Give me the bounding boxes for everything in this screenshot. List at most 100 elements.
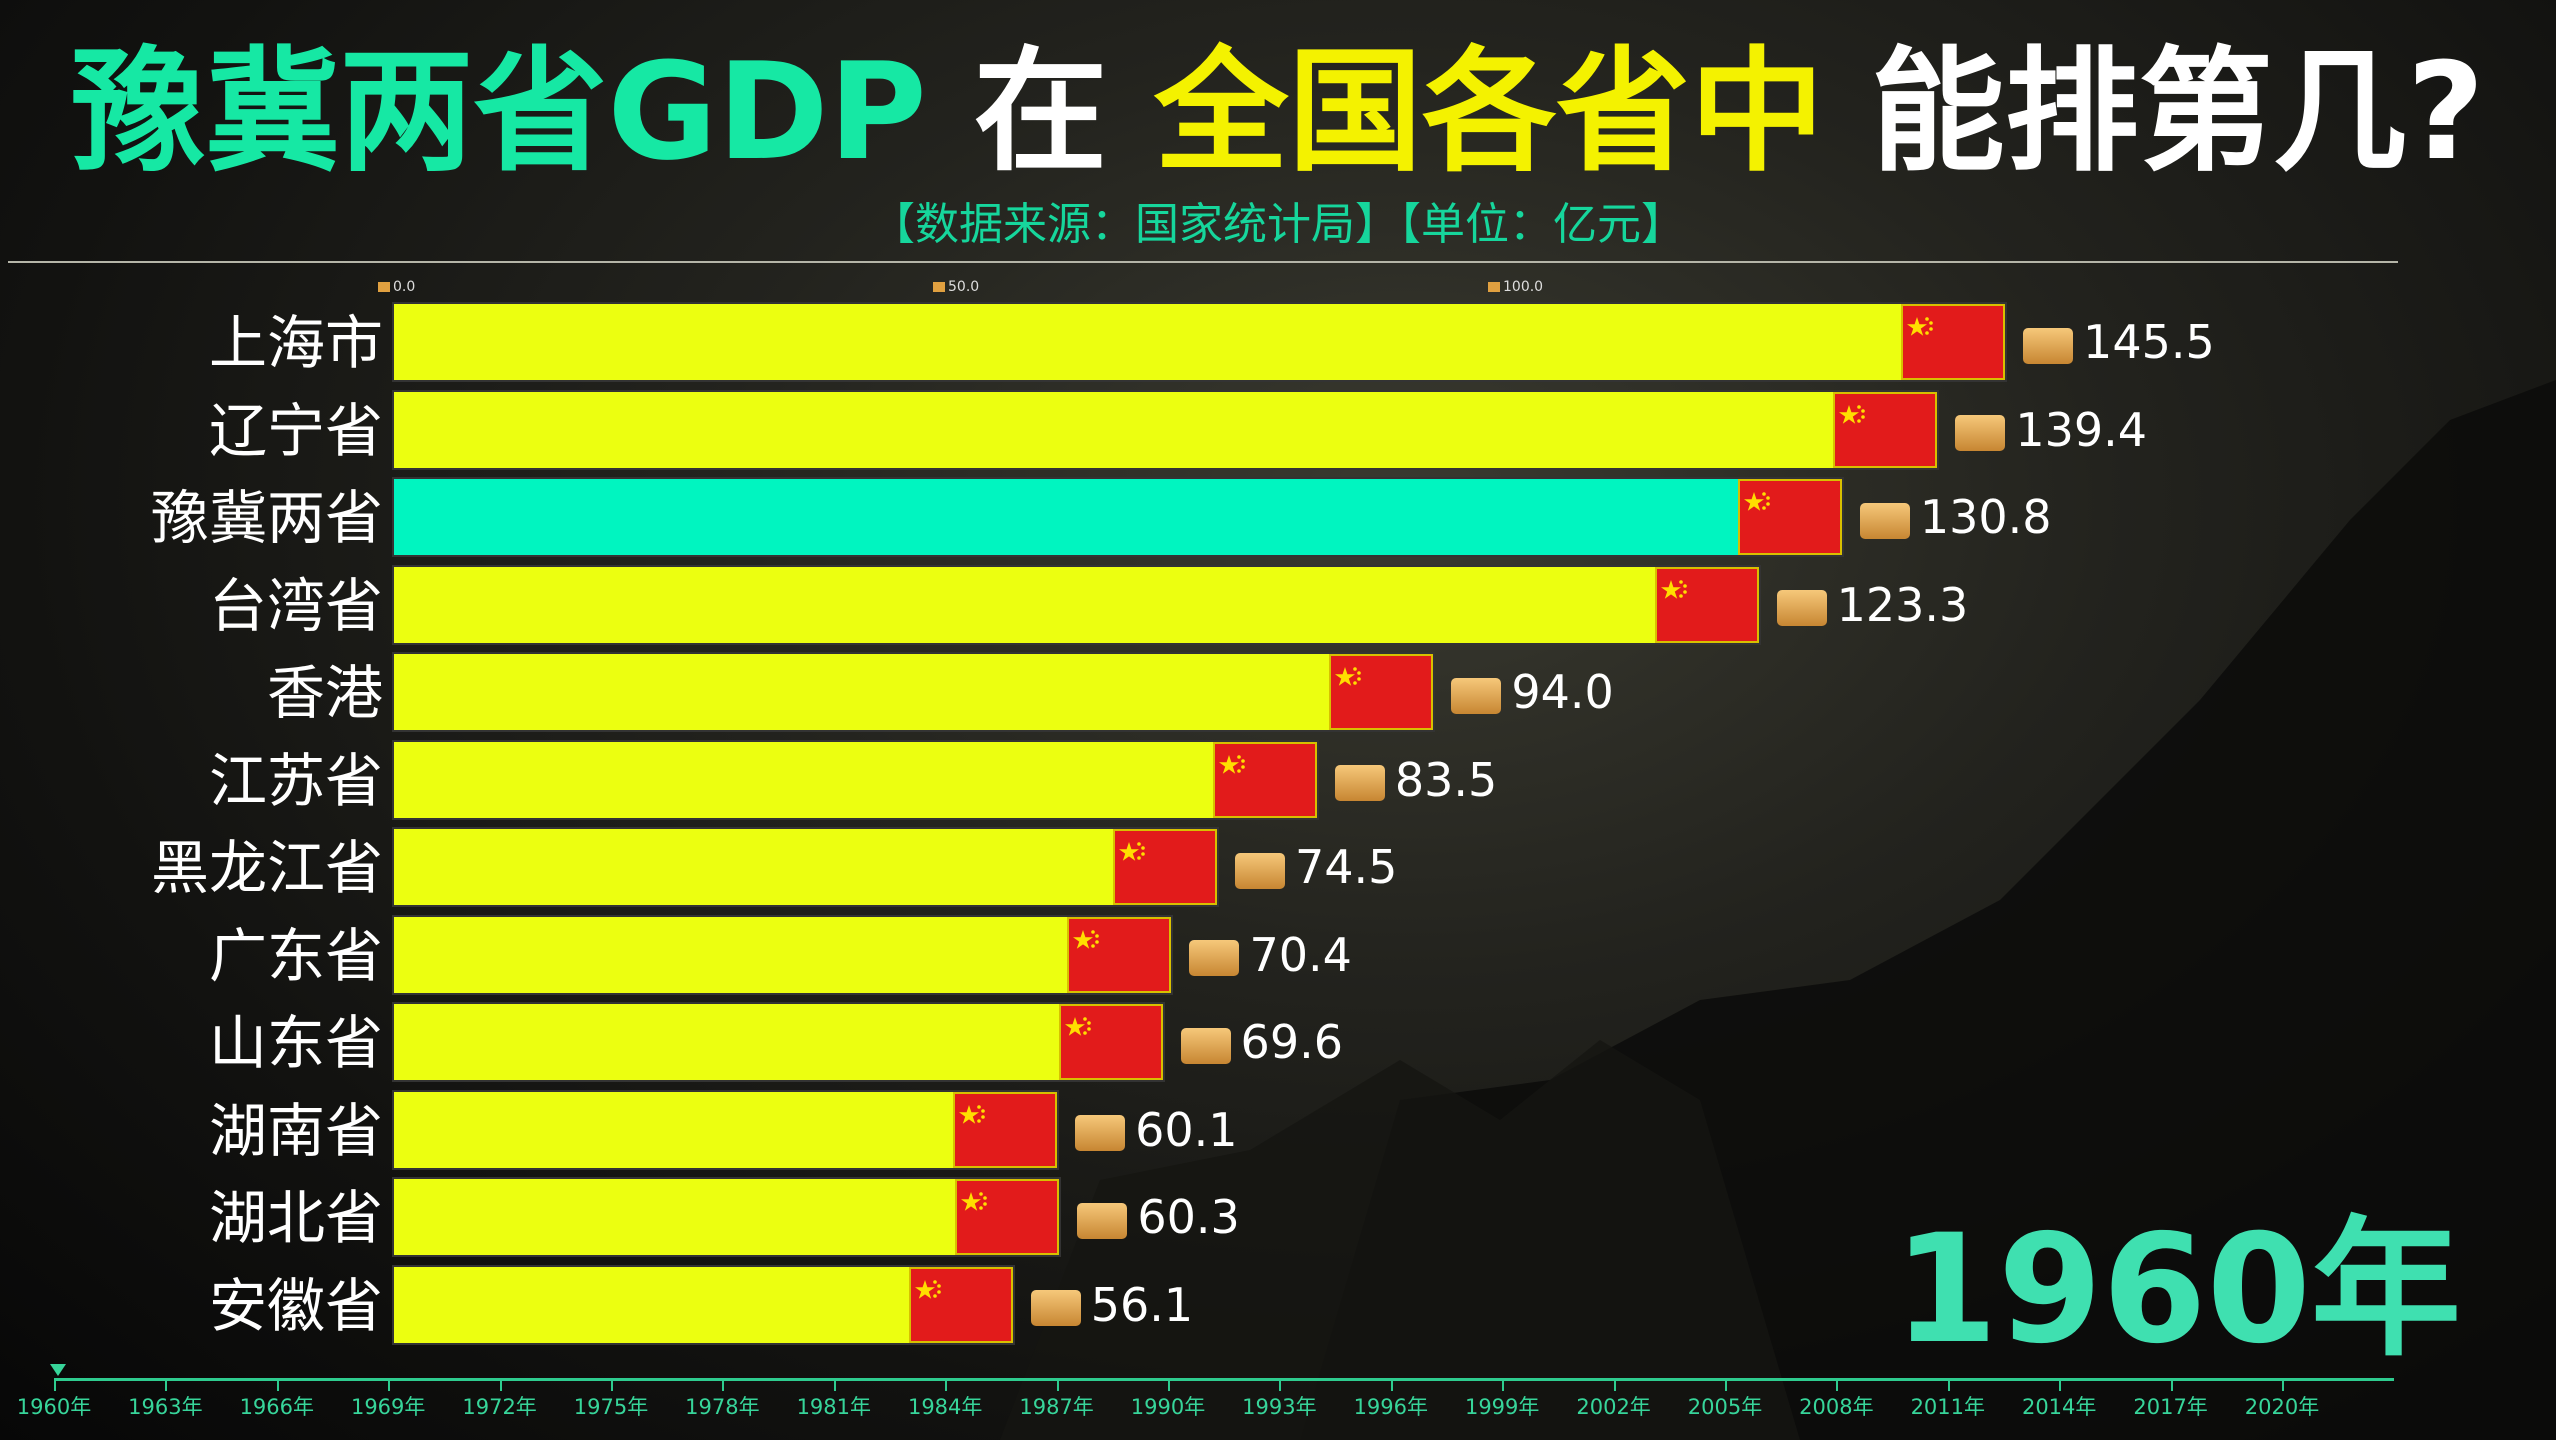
category-label: 广东省 xyxy=(208,921,383,990)
money-icon xyxy=(378,282,390,292)
tick-text: 0.0 xyxy=(393,279,416,295)
value-label: 56.1 xyxy=(1030,1265,1193,1345)
timeline-tick xyxy=(945,1381,948,1391)
timeline-year-label[interactable]: 2020年 xyxy=(2244,1395,2320,1419)
timeline-tick xyxy=(1056,1381,1059,1391)
bar xyxy=(392,564,1761,645)
timeline-tick xyxy=(499,1381,502,1391)
category-label: 江苏省 xyxy=(208,746,383,815)
china-flag-icon xyxy=(1833,391,1938,468)
timeline-year-label[interactable]: 2014年 xyxy=(2021,1395,2097,1419)
bar-row: 江苏省 83.5 xyxy=(0,739,2556,822)
timeline-tick xyxy=(833,1381,836,1391)
chart-title: 豫冀两省GDP 在 全国各省中 能排第几? xyxy=(0,38,2556,186)
money-icon xyxy=(1077,1202,1128,1239)
timeline-year-label[interactable]: 2008年 xyxy=(1799,1395,1874,1419)
money-icon xyxy=(1451,677,1502,714)
value-label: 69.6 xyxy=(1180,1002,1343,1082)
bar xyxy=(392,1089,1060,1170)
value-label: 139.4 xyxy=(1955,390,2147,470)
timeline-year-label[interactable]: 1981年 xyxy=(796,1395,872,1419)
timeline-year-label[interactable]: 2005年 xyxy=(1687,1395,1763,1419)
timeline-tick xyxy=(388,1381,391,1391)
value-text: 94.0 xyxy=(1511,665,1614,719)
value-text: 74.5 xyxy=(1294,840,1398,894)
bar-row: 豫冀两省 130.8 xyxy=(0,477,2556,559)
title-part: 豫冀两省GDP xyxy=(71,34,927,190)
category-label: 湖南省 xyxy=(208,1096,383,1165)
timeline-cursor[interactable] xyxy=(50,1364,66,1376)
timeline-tick xyxy=(1390,1381,1393,1391)
timeline-tick xyxy=(1279,1381,1282,1391)
timeline-year-label[interactable]: 1990年 xyxy=(1130,1395,1206,1419)
money-icon xyxy=(1189,940,1240,976)
bar-row: 安徽省 56.1 xyxy=(0,1264,2556,1347)
category-label: 豫冀两省 xyxy=(150,484,383,552)
timeline-tick xyxy=(2059,1381,2062,1391)
bar xyxy=(392,1177,1062,1257)
divider xyxy=(8,261,2398,263)
money-icon xyxy=(2023,327,2074,364)
china-flag-icon xyxy=(1737,479,1842,555)
bar xyxy=(392,389,1940,470)
money-icon xyxy=(1030,1290,1081,1326)
timeline-year-label[interactable]: 1966年 xyxy=(239,1395,315,1419)
timeline-year-label[interactable]: 1972年 xyxy=(462,1395,537,1419)
timeline-year-label[interactable]: 2017年 xyxy=(2133,1395,2208,1419)
bar xyxy=(392,1264,1015,1345)
timeline-tick xyxy=(2282,1381,2284,1391)
value-label: 83.5 xyxy=(1334,740,1498,820)
bar-row: 黑龙江省 74.5 xyxy=(0,827,2556,909)
value-label: 70.4 xyxy=(1189,915,1352,995)
bar-row: 湖南省 60.1 xyxy=(0,1089,2556,1172)
money-icon xyxy=(1859,502,1910,539)
money-icon xyxy=(1776,590,1827,626)
timeline-year-label[interactable]: 1996年 xyxy=(1353,1395,1429,1419)
china-flag-icon xyxy=(1067,916,1172,993)
bar-row: 湖北省 60.3 xyxy=(0,1177,2556,1259)
x-tick-label: 100.0 xyxy=(1488,278,1543,296)
timeline-tick xyxy=(54,1381,56,1391)
timeline-year-label[interactable]: 1963年 xyxy=(128,1395,203,1419)
bar-row: 辽宁省 139.4 xyxy=(0,389,2556,472)
bar xyxy=(392,302,2008,382)
china-flag-icon xyxy=(908,1266,1013,1343)
timeline-year-label[interactable]: 2002年 xyxy=(1576,1395,1651,1419)
china-flag-icon xyxy=(1329,654,1434,730)
title-part: 中 xyxy=(1690,34,1825,190)
category-label: 安徽省 xyxy=(208,1271,383,1340)
bar xyxy=(392,827,1219,907)
tick-text: 50.0 xyxy=(948,279,980,295)
value-label: 60.1 xyxy=(1075,1090,1238,1170)
timeline-year-label[interactable]: 2011年 xyxy=(1910,1395,1986,1419)
timeline-year-label[interactable]: 1969年 xyxy=(350,1395,426,1419)
x-tick-label: 50.0 xyxy=(933,278,979,296)
value-label: 123.3 xyxy=(1776,565,1968,645)
value-text: 60.1 xyxy=(1135,1102,1238,1157)
category-label: 辽宁省 xyxy=(208,396,383,465)
timeline-slider[interactable] xyxy=(54,1378,2394,1381)
bar-row: 台湾省 123.3 xyxy=(0,564,2556,647)
bar-row: 上海市 145.5 xyxy=(0,302,2556,384)
china-flag-icon xyxy=(953,1091,1058,1168)
timeline-year-label[interactable]: 1978年 xyxy=(685,1395,760,1419)
timeline-tick xyxy=(1947,1381,1950,1391)
value-text: 83.5 xyxy=(1394,752,1498,807)
value-label: 145.5 xyxy=(2023,302,2215,382)
timeline-year-label[interactable]: 1993年 xyxy=(1242,1395,1317,1419)
timeline-tick xyxy=(1168,1381,1170,1391)
value-text: 139.4 xyxy=(2015,402,2148,457)
timeline-year-label[interactable]: 1975年 xyxy=(573,1395,649,1419)
timeline-year-label[interactable]: 1960年 xyxy=(16,1395,92,1419)
timeline-year-label[interactable]: 1987年 xyxy=(1019,1395,1094,1419)
title-part: 在 xyxy=(926,34,1155,190)
timeline-year-label[interactable]: 1999年 xyxy=(1464,1395,1540,1419)
tick-text: 100.0 xyxy=(1503,279,1544,295)
timeline-year-label[interactable]: 1984年 xyxy=(907,1395,983,1419)
value-text: 145.5 xyxy=(2083,315,2215,369)
china-flag-icon xyxy=(1058,1004,1163,1080)
value-label: 130.8 xyxy=(1859,477,2052,557)
timeline-tick xyxy=(1836,1381,1839,1391)
china-flag-icon xyxy=(955,1179,1060,1255)
